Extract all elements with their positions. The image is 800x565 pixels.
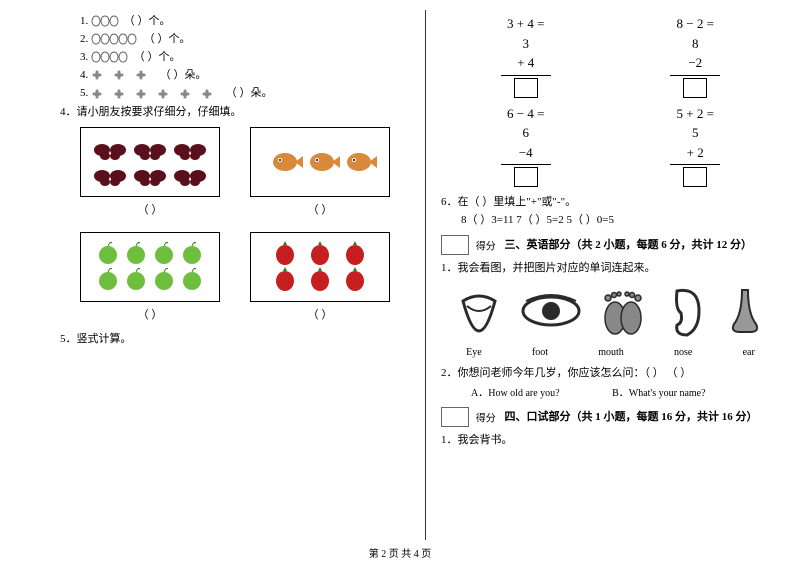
count-row-1: 1. （ ）个。: [80, 12, 410, 28]
q2-num: 2.: [80, 33, 88, 45]
cell-fish: （ ）: [250, 127, 390, 217]
circles-3: [91, 51, 131, 63]
section-3-header: 得分 三、英语部分（共 2 小题，每题 6 分，共计 12 分）: [441, 235, 780, 255]
word-row: Eye foot mouth nose ear: [441, 347, 780, 358]
nose-icon: [724, 284, 766, 338]
q6-items: 8（ ）3=11 7（ ）5=2 5（ ）0=5: [461, 211, 780, 227]
circles-1: [91, 15, 121, 27]
score-box: [441, 407, 469, 427]
calc-2-a: 8: [645, 34, 745, 54]
calc-line: [670, 164, 720, 165]
q2-suffix: （ ）个。: [144, 33, 191, 45]
calc-line: [501, 164, 551, 165]
sec4-q1: 1．我会背书。: [441, 431, 780, 447]
q3-suffix: （ ）个。: [134, 51, 181, 63]
calc-4-a: 5: [645, 123, 745, 143]
q4-num: 4.: [80, 69, 88, 81]
apple-box: [80, 232, 220, 302]
calc-line: [501, 75, 551, 76]
count-row-4: 4. （ ）朵。: [80, 66, 410, 82]
calc-line: [670, 75, 720, 76]
q3-num: 3.: [80, 51, 88, 63]
score-label: 得分: [476, 242, 496, 253]
body-parts-row: [446, 283, 775, 339]
count-row-3: 3. （ ）个。: [80, 48, 410, 64]
calc-1-title: 3 + 4 =: [476, 14, 576, 34]
ear-icon: [665, 283, 707, 339]
q1-suffix: （ ）个。: [124, 15, 171, 27]
blank-1: （ ）: [80, 201, 220, 217]
word-foot: foot: [532, 347, 548, 358]
cell-apple: （ ）: [80, 232, 220, 322]
result-box: [683, 167, 707, 187]
calc-row-2: 6 − 4 = 6 −4 5 + 2 = 5 + 2: [441, 104, 780, 190]
blank-4: （ ）: [250, 306, 390, 322]
calc-3-title: 6 − 4 =: [476, 104, 576, 124]
calc-4-b: + 2: [645, 143, 745, 163]
count-row-5: 5. （ ）朵。: [80, 84, 410, 100]
blank-2: （ ）: [250, 201, 390, 217]
option-a: A．How old are you?: [471, 388, 560, 399]
q1-num: 1.: [80, 15, 88, 27]
calc-3-a: 6: [476, 123, 576, 143]
options-row: A．How old are you? B．What's your name?: [471, 384, 780, 399]
word-mouth: mouth: [598, 347, 624, 358]
cell-butterfly: （ ）: [80, 127, 220, 217]
sec3-q2: 2．你想问老师今年几岁，你应该怎么问：（ ） （ ）: [441, 364, 780, 380]
q5-suffix: （ ）朵。: [226, 87, 273, 99]
section-4-title: 四、口试部分（共 1 小题，每题 16 分，共计 16 分）: [505, 411, 758, 423]
result-box: [514, 167, 538, 187]
q5-prompt: 5．竖式计算。: [60, 330, 410, 346]
cell-pepper: （ ）: [250, 232, 390, 322]
calc-2-title: 8 − 2 =: [645, 14, 745, 34]
calc-3: 6 − 4 = 6 −4: [476, 104, 576, 190]
mouth-icon: [455, 286, 503, 336]
circles-2: [91, 33, 141, 45]
q5-num: 5.: [80, 87, 88, 99]
word-nose: nose: [674, 347, 692, 358]
q4-prompt: 4．请小朋友按要求仔细分，仔细填。: [60, 103, 410, 119]
pepper-box: [250, 232, 390, 302]
score-label-2: 得分: [476, 414, 496, 425]
butterfly-box: [80, 127, 220, 197]
calc-2-b: −2: [645, 53, 745, 73]
result-box: [683, 78, 707, 98]
section-4-header: 得分 四、口试部分（共 1 小题，每题 16 分，共计 16 分）: [441, 407, 780, 427]
result-box: [514, 78, 538, 98]
image-grid: （ ） （ ）: [80, 127, 390, 322]
flowers-4: [91, 68, 157, 82]
calc-1-b: + 4: [476, 53, 576, 73]
calc-row-1: 3 + 4 = 3 + 4 8 − 2 = 8 −2: [441, 14, 780, 100]
word-eye: Eye: [466, 347, 482, 358]
calc-2: 8 − 2 = 8 −2: [645, 14, 745, 100]
right-column: 3 + 4 = 3 + 4 8 − 2 = 8 −2 6 − 4 = 6 −4: [426, 10, 780, 540]
count-row-2: 2. （ ）个。: [80, 30, 410, 46]
option-b: B．What's your name?: [612, 388, 705, 399]
q4-suffix: （ ）朵。: [160, 69, 207, 81]
fish-box: [250, 127, 390, 197]
eye-icon: [520, 291, 582, 331]
calc-1-a: 3: [476, 34, 576, 54]
calc-4: 5 + 2 = 5 + 2: [645, 104, 745, 190]
page-footer: 第 2 页 共 4 页: [0, 540, 800, 560]
blank-3: （ ）: [80, 306, 220, 322]
flowers-5: [91, 87, 223, 101]
q6-prompt: 6．在（ ）里填上"+"或"-"。: [441, 193, 780, 209]
word-ear: ear: [743, 347, 755, 358]
calc-1: 3 + 4 = 3 + 4: [476, 14, 576, 100]
calc-3-b: −4: [476, 143, 576, 163]
left-column: 1. （ ）个。 2. （ ）个。 3. （ ）个。 4. （ ）朵。: [60, 10, 426, 540]
calc-4-title: 5 + 2 =: [645, 104, 745, 124]
section-3-title: 三、英语部分（共 2 小题，每题 6 分，共计 12 分）: [505, 239, 753, 251]
foot-icon: [599, 284, 647, 338]
score-box: [441, 235, 469, 255]
sec3-q1: 1．我会看图，并把图片对应的单词连起来。: [441, 259, 780, 275]
